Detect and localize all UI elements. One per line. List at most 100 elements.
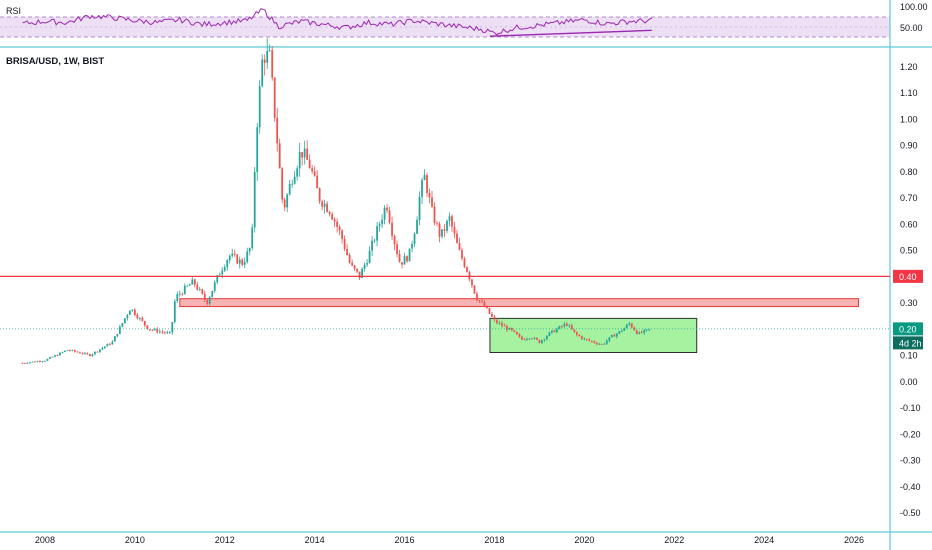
price-candle — [138, 317, 141, 319]
price-candle — [633, 327, 636, 331]
price-candle — [326, 203, 329, 212]
price-candle — [371, 240, 373, 251]
price-candle — [555, 328, 558, 333]
chart-title: BRISA/USD, 1W, BIST — [6, 56, 104, 67]
price-candle — [533, 337, 536, 339]
price-candle — [248, 248, 251, 252]
price-candle — [163, 332, 166, 334]
price-candle — [615, 333, 618, 337]
price-candle — [171, 322, 174, 333]
price-candle — [143, 320, 146, 326]
price-candle — [261, 59, 264, 87]
price-candle — [508, 328, 511, 330]
price-candle — [126, 314, 129, 319]
price-candle — [648, 329, 651, 331]
time-axis[interactable]: 2008 2010 2012 2014 2016 2018 2020 2022 2024 2026 — [35, 535, 864, 545]
time-axis-tick: 2022 — [664, 535, 684, 545]
price-candle — [198, 289, 201, 290]
price-candle — [376, 226, 378, 241]
price-candle — [625, 324, 628, 329]
price-candle — [343, 238, 346, 249]
price-candle — [553, 330, 556, 333]
price-labels: 0.40 0.20 4d 2h — [893, 269, 923, 350]
price-candle — [64, 350, 66, 352]
price-candle — [313, 171, 316, 176]
price-candle — [281, 168, 284, 200]
price-candle — [473, 285, 476, 294]
price-candle — [311, 168, 314, 172]
price-candle — [358, 271, 361, 278]
price-candle — [69, 349, 71, 351]
price-candle — [81, 353, 84, 355]
price-candle — [153, 328, 156, 331]
price-candle — [640, 332, 643, 334]
price-candle — [331, 214, 334, 220]
price-candle — [548, 332, 551, 336]
price-candle — [318, 188, 321, 202]
price-axis-tick: 0.80 — [900, 167, 918, 177]
price-candle — [433, 206, 436, 224]
price-axis-tick: 1.20 — [900, 62, 918, 72]
price-candle — [71, 350, 74, 351]
price-candle — [263, 59, 266, 63]
price-candle — [54, 355, 56, 357]
price-candle — [338, 226, 341, 231]
price-candle — [481, 300, 483, 302]
price-candle — [535, 337, 538, 340]
price-candle — [188, 284, 191, 286]
price-candle — [578, 334, 581, 337]
price-candle — [386, 207, 388, 211]
price-candle — [34, 361, 36, 363]
price-candle — [403, 256, 406, 265]
price-candle — [26, 363, 29, 364]
price-candle — [608, 337, 611, 341]
price-candle — [406, 256, 408, 262]
price-candle — [303, 148, 306, 158]
price-candle — [296, 168, 299, 177]
price-candle — [391, 222, 393, 236]
price-candle — [346, 248, 349, 255]
price-candle — [478, 300, 481, 302]
rsi-trendline — [489, 29, 652, 37]
price-candle — [88, 354, 91, 356]
price-candle — [108, 343, 111, 345]
price-candle — [401, 262, 403, 265]
price-candle — [151, 329, 154, 331]
resistance-price-label-bg — [893, 269, 923, 283]
price-candle — [278, 143, 281, 169]
bar-countdown-label: 4d 2h — [899, 338, 922, 348]
price-candle — [66, 349, 69, 351]
price-candle — [446, 220, 448, 231]
price-axis[interactable]: 1.20 1.10 1.00 0.90 0.80 0.70 0.60 0.50 0.40 0.30… — [900, 62, 921, 518]
price-candle — [39, 361, 41, 362]
price-candle — [123, 318, 126, 324]
rsi-series — [22, 8, 653, 37]
price-candle — [56, 355, 59, 357]
price-candle — [441, 229, 443, 237]
price-axis-tick: 0.70 — [900, 193, 918, 203]
price-candle — [76, 351, 79, 353]
price-candle — [51, 356, 54, 358]
price-candle — [496, 319, 498, 324]
price-candle — [630, 323, 633, 328]
price-candle — [271, 50, 274, 78]
price-candle — [438, 223, 441, 237]
price-candle — [203, 293, 206, 300]
price-candle — [121, 323, 124, 327]
price-candle — [136, 314, 139, 319]
price-candle — [600, 344, 603, 345]
price-candle — [178, 293, 181, 295]
price-candle — [336, 221, 339, 227]
time-axis-tick: 2026 — [844, 535, 864, 545]
time-axis-tick: 2016 — [395, 535, 415, 545]
price-candle — [378, 224, 381, 227]
price-candle — [605, 340, 608, 344]
price-axis-tick: 0.10 — [900, 351, 918, 361]
price-candle — [161, 331, 164, 333]
price-candle — [493, 316, 496, 320]
price-candle — [74, 350, 76, 352]
price-candle — [186, 285, 189, 287]
price-candle — [158, 331, 161, 333]
price-axis-tick: 0.50 — [900, 246, 918, 256]
